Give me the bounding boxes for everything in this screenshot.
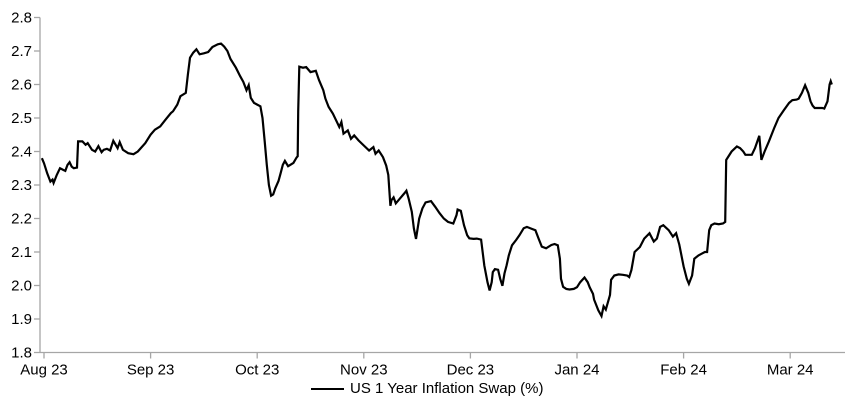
x-tick-label: Oct 23 bbox=[235, 362, 279, 379]
x-tick-label: Dec 23 bbox=[447, 362, 495, 379]
y-tick-label: 2.7 bbox=[11, 43, 32, 60]
y-tick-label: 2.0 bbox=[11, 278, 32, 295]
x-tick-label: Mar 24 bbox=[767, 362, 814, 379]
legend-line-marker bbox=[311, 388, 344, 390]
y-tick-label: 2.2 bbox=[11, 211, 32, 228]
x-tick-label: Jan 24 bbox=[554, 362, 599, 379]
y-tick-label: 2.8 bbox=[11, 10, 32, 27]
y-tick-label: 2.3 bbox=[11, 177, 32, 194]
x-tick-label: Aug 23 bbox=[20, 362, 68, 379]
x-tick-label: Feb 24 bbox=[660, 362, 707, 379]
legend-series-label: US 1 Year Inflation Swap (%) bbox=[350, 380, 544, 397]
x-tick-label: Nov 23 bbox=[340, 362, 388, 379]
y-tick-label: 2.4 bbox=[11, 144, 32, 161]
x-tick-label: Sep 23 bbox=[127, 362, 175, 379]
y-tick-label: 1.8 bbox=[11, 345, 32, 362]
y-tick-label: 1.9 bbox=[11, 311, 32, 328]
y-tick-label: 2.1 bbox=[11, 244, 32, 261]
y-tick-label: 2.6 bbox=[11, 77, 32, 94]
legend: US 1 Year Inflation Swap (%) bbox=[311, 381, 543, 397]
y-tick-label: 2.5 bbox=[11, 110, 32, 127]
series-line bbox=[40, 42, 833, 320]
